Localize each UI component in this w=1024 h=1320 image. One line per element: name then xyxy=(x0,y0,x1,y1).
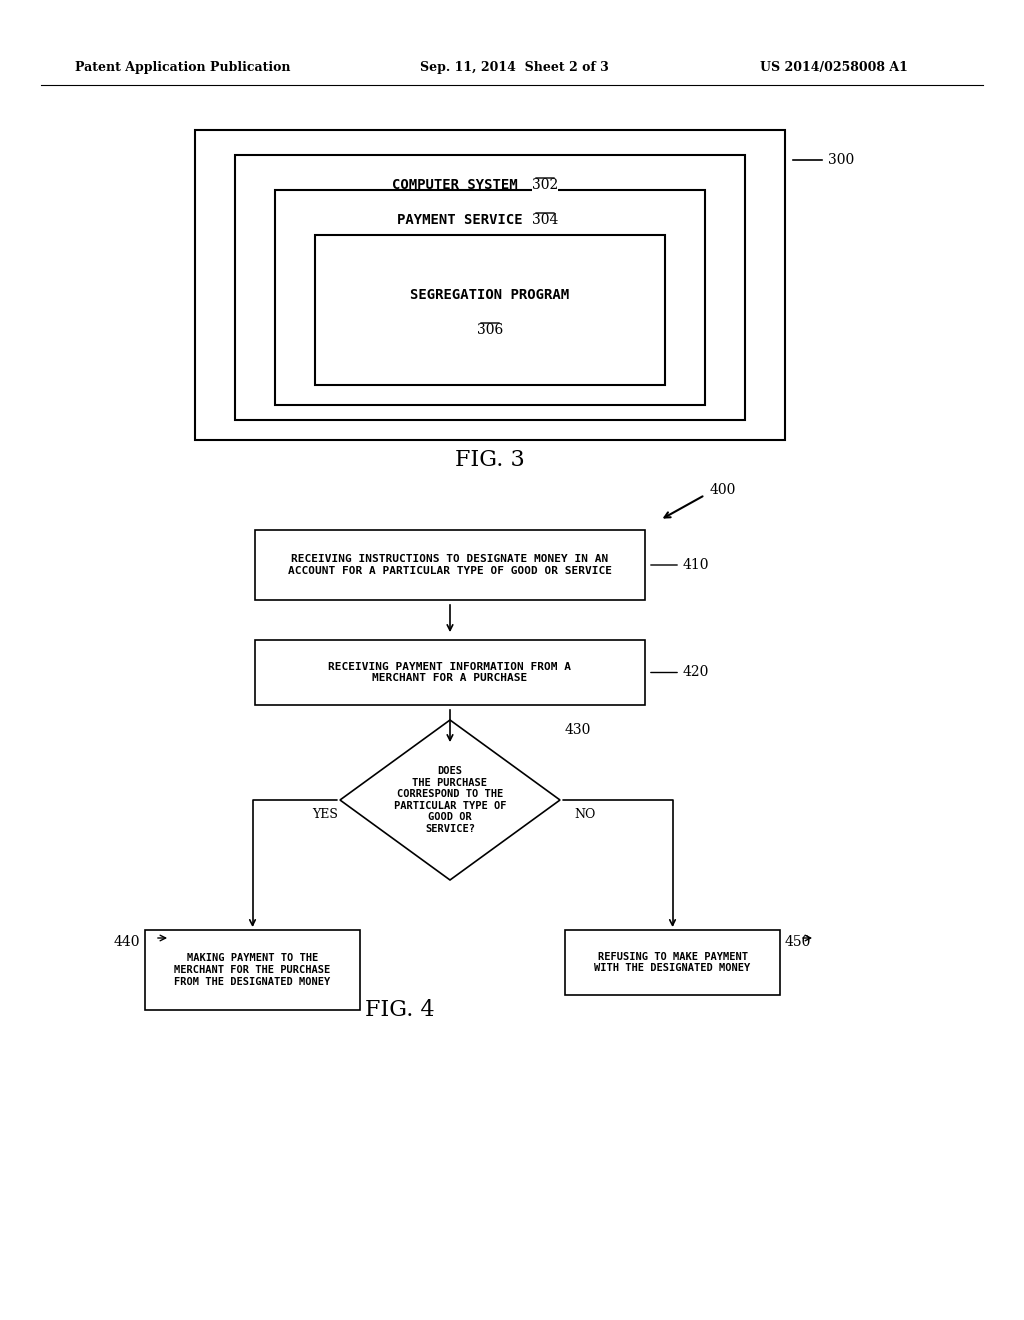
Text: REFUSING TO MAKE PAYMENT
WITH THE DESIGNATED MONEY: REFUSING TO MAKE PAYMENT WITH THE DESIGN… xyxy=(594,952,751,973)
Text: FIG. 3: FIG. 3 xyxy=(455,449,525,471)
Text: 430: 430 xyxy=(565,723,592,737)
Text: YES: YES xyxy=(312,808,338,821)
Text: 306: 306 xyxy=(477,323,503,337)
FancyBboxPatch shape xyxy=(565,931,780,995)
Text: DOES
THE PURCHASE
CORRESPOND TO THE
PARTICULAR TYPE OF
GOOD OR
SERVICE?: DOES THE PURCHASE CORRESPOND TO THE PART… xyxy=(394,766,506,834)
FancyBboxPatch shape xyxy=(275,190,705,405)
Text: 304: 304 xyxy=(531,213,558,227)
Text: Sep. 11, 2014  Sheet 2 of 3: Sep. 11, 2014 Sheet 2 of 3 xyxy=(420,62,608,74)
Text: 400: 400 xyxy=(710,483,736,498)
Text: PAYMENT SERVICE: PAYMENT SERVICE xyxy=(397,213,523,227)
Text: 450: 450 xyxy=(785,935,811,949)
Text: 410: 410 xyxy=(683,558,710,572)
Text: MAKING PAYMENT TO THE
MERCHANT FOR THE PURCHASE
FROM THE DESIGNATED MONEY: MAKING PAYMENT TO THE MERCHANT FOR THE P… xyxy=(174,953,331,986)
Text: NO: NO xyxy=(574,808,596,821)
FancyBboxPatch shape xyxy=(255,531,645,601)
Text: COMPUTER SYSTEM: COMPUTER SYSTEM xyxy=(392,178,518,191)
FancyBboxPatch shape xyxy=(234,154,745,420)
Text: Patent Application Publication: Patent Application Publication xyxy=(75,62,291,74)
Polygon shape xyxy=(340,719,560,880)
FancyBboxPatch shape xyxy=(315,235,665,385)
FancyBboxPatch shape xyxy=(195,129,785,440)
Text: SEGREGATION PROGRAM: SEGREGATION PROGRAM xyxy=(411,288,569,302)
Text: US 2014/0258008 A1: US 2014/0258008 A1 xyxy=(760,62,908,74)
FancyBboxPatch shape xyxy=(255,640,645,705)
FancyBboxPatch shape xyxy=(145,931,360,1010)
Text: 302: 302 xyxy=(531,178,558,191)
Text: 300: 300 xyxy=(828,153,854,168)
Text: FIG. 4: FIG. 4 xyxy=(366,999,435,1020)
Text: RECEIVING PAYMENT INFORMATION FROM A
MERCHANT FOR A PURCHASE: RECEIVING PAYMENT INFORMATION FROM A MER… xyxy=(329,661,571,684)
Text: 440: 440 xyxy=(114,935,140,949)
Text: 420: 420 xyxy=(683,665,710,680)
Text: RECEIVING INSTRUCTIONS TO DESIGNATE MONEY IN AN
ACCOUNT FOR A PARTICULAR TYPE OF: RECEIVING INSTRUCTIONS TO DESIGNATE MONE… xyxy=(288,554,612,576)
